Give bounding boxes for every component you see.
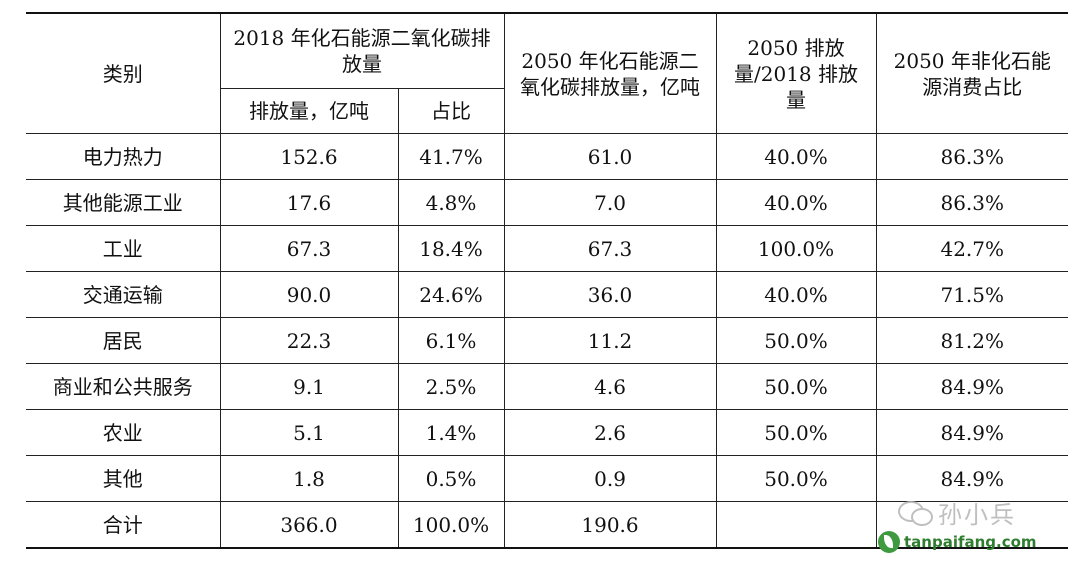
cell-category: 其他能源工业 [26,179,221,226]
cell-amount-2050: 11.2 [503,317,717,364]
cell-share-2018: 41.7% [397,133,505,180]
cell-nonfossil: 86.3% [875,179,1069,226]
cell-amount-2050: 2.6 [503,409,717,456]
cell-category: 居民 [26,317,221,364]
header-row-sub: 排放量，亿吨 占比 [26,88,1068,134]
cell-amount-2018: 22.3 [219,317,399,364]
cell-share-2018: 6.1% [397,317,505,364]
cell-amount-2018: 17.6 [219,179,399,226]
cell-total-label: 合计 [26,501,221,549]
cell-ratio: 50.0% [715,409,877,456]
header-row-top: 类别 2018 年化石能源二氧化碳排放量 2050 年化石能源二氧化碳排放量，亿… [26,12,1069,134]
header-emissions-2018-group: 2018 年化石能源二氧化碳排放量 [219,12,505,89]
table-row: 商业和公共服务 9.1 2.5% 4.6 50.0% 84.9% [26,363,1069,410]
header-nonfossil-share-2050: 2050 年非化石能源消费占比 [875,12,1069,134]
cell-total-amount-2050: 190.6 [503,501,717,549]
cell-category: 商业和公共服务 [26,363,221,410]
cell-total-amount-2018: 366.0 [219,501,399,549]
cell-ratio: 50.0% [715,455,877,502]
cell-amount-2018: 90.0 [219,271,399,318]
cell-ratio: 50.0% [715,363,877,410]
cell-category: 其他 [26,455,221,502]
table-row: 交通运输 90.0 24.6% 36.0 40.0% 71.5% [26,271,1069,318]
table-row-total: 合计 366.0 100.0% 190.6 [26,501,1069,549]
cell-nonfossil: 71.5% [875,271,1069,318]
header-ratio-2050-2018: 2050 排放量/2018 排放量 [715,12,877,134]
header-category: 类别 [26,12,221,134]
emissions-table: 类别 2018 年化石能源二氧化碳排放量 2050 年化石能源二氧化碳排放量，亿… [26,12,1069,549]
table-row: 其他 1.8 0.5% 0.9 50.0% 84.9% [26,455,1069,502]
cell-category: 电力热力 [26,133,221,180]
cell-share-2018: 0.5% [397,455,505,502]
table-row: 农业 5.1 1.4% 2.6 50.0% 84.9% [26,409,1069,456]
cell-ratio: 40.0% [715,179,877,226]
cell-ratio: 50.0% [715,317,877,364]
header-emissions-2050: 2050 年化石能源二氧化碳排放量，亿吨 [503,12,717,134]
header-emissions-2018-amount: 排放量，亿吨 [220,88,399,134]
cell-amount-2050: 61.0 [503,133,717,180]
cell-nonfossil: 81.2% [875,317,1069,364]
cell-share-2018: 24.6% [397,271,505,318]
cell-amount-2018: 9.1 [219,363,399,410]
cell-nonfossil: 84.9% [875,455,1069,502]
table-body: 电力热力 152.6 41.7% 61.0 40.0% 86.3% 其他能源工业… [26,133,1069,549]
cell-category: 农业 [26,409,221,456]
site-watermark: tanpaifang.com [878,530,1037,554]
table-row: 其他能源工业 17.6 4.8% 7.0 40.0% 86.3% [26,179,1069,226]
cell-category: 工业 [26,225,221,272]
cell-amount-2050: 4.6 [503,363,717,410]
cell-total-ratio [715,501,877,549]
cell-share-2018: 2.5% [397,363,505,410]
cell-amount-2050: 0.9 [503,455,717,502]
cell-amount-2018: 5.1 [219,409,399,456]
table-row: 居民 22.3 6.1% 11.2 50.0% 81.2% [26,317,1069,364]
cell-share-2018: 1.4% [397,409,505,456]
cell-nonfossil: 84.9% [875,363,1069,410]
cell-share-2018: 4.8% [397,179,505,226]
wechat-icon [898,499,933,526]
table-header: 类别 2018 年化石能源二氧化碳排放量 2050 年化石能源二氧化碳排放量，亿… [26,12,1069,134]
wechat-watermark-text: 孙小兵 [938,500,1016,529]
header-emissions-2018-share: 占比 [397,88,505,134]
cell-nonfossil: 86.3% [875,133,1069,180]
cell-amount-2050: 67.3 [503,225,717,272]
cell-ratio: 40.0% [715,133,877,180]
cell-amount-2050: 7.0 [503,179,717,226]
cell-nonfossil: 42.7% [875,225,1069,272]
cell-category: 交通运输 [26,271,221,318]
leaf-icon [878,531,900,553]
site-watermark-text: tanpaifang.com [904,533,1037,551]
table-row: 工业 67.3 18.4% 67.3 100.0% 42.7% [26,225,1069,272]
cell-ratio: 40.0% [715,271,877,318]
table-row: 电力热力 152.6 41.7% 61.0 40.0% 86.3% [26,133,1069,180]
cell-share-2018: 18.4% [397,225,505,272]
cell-amount-2018: 1.8 [219,455,399,502]
cell-amount-2018: 67.3 [219,225,399,272]
cell-nonfossil: 84.9% [875,409,1069,456]
cell-amount-2018: 152.6 [219,133,399,180]
cell-ratio: 100.0% [715,225,877,272]
cell-amount-2050: 36.0 [503,271,717,318]
wechat-watermark: 孙小兵 [898,497,1038,529]
cell-total-share-2018: 100.0% [397,501,505,549]
